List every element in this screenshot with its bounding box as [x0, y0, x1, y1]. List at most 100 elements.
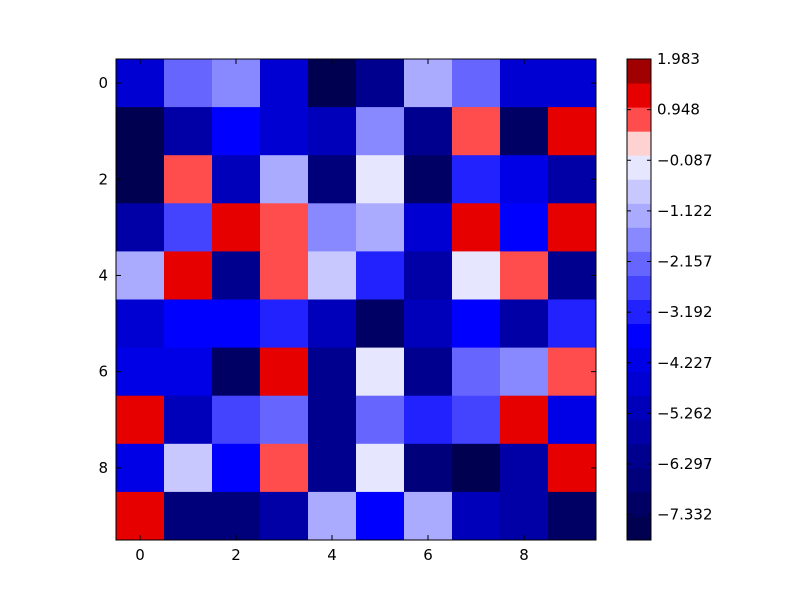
heatmap-cell [260, 347, 309, 397]
heatmap-cell [452, 59, 501, 108]
heatmap-cell [404, 59, 453, 108]
heatmap-cell [500, 443, 549, 493]
plot-frame [115, 58, 597, 541]
colorbar-band [627, 347, 651, 373]
x-tick-label: 4 [327, 546, 337, 564]
heatmap-cell [116, 395, 165, 445]
heatmap-cell [308, 59, 357, 108]
heatmap-cell [548, 251, 597, 300]
heatmap-cell [212, 443, 261, 493]
heatmap-cell [260, 491, 309, 541]
heatmap-cell [116, 491, 165, 541]
heatmap-cell [548, 203, 597, 252]
heatmap-cell [212, 347, 261, 397]
heatmap-cell [404, 251, 453, 300]
heatmap-cell [212, 107, 261, 156]
y-tick-label: 6 [98, 363, 108, 381]
x-tick-label: 6 [423, 546, 433, 564]
heatmap-cell [260, 299, 309, 349]
heatmap-cell [260, 395, 309, 445]
axis-ticks: 0 2 4 6 8 0 2 4 6 8 [98, 59, 596, 564]
heatmap-cell [116, 155, 165, 204]
heatmap-cell [356, 203, 405, 252]
heatmap-cell [500, 155, 549, 204]
heatmap-cell [548, 491, 597, 541]
heatmap-cell [356, 491, 405, 541]
heatmap-cell [356, 59, 405, 108]
heatmap-cell [308, 395, 357, 445]
heatmap-cell [404, 107, 453, 156]
heatmap-cell [404, 347, 453, 397]
heatmap-cell [500, 59, 549, 108]
heatmap-cell [164, 395, 213, 445]
colorbar-tick-label: −0.087 [657, 151, 713, 169]
heatmap-cell [452, 299, 501, 349]
heatmap-cell [308, 155, 357, 204]
heatmap-cell [260, 155, 309, 204]
heatmap-cell [308, 299, 357, 349]
heatmap-cell [308, 251, 357, 300]
heatmap-cell [500, 491, 549, 541]
colorbar-tick-label: −3.192 [657, 303, 713, 321]
heatmap-cell [116, 203, 165, 252]
heatmap-cell [452, 155, 501, 204]
heatmap-cell [404, 443, 453, 493]
heatmap-cell [212, 59, 261, 108]
heatmap-cell [116, 299, 165, 349]
heatmap-cell [500, 107, 549, 156]
heatmap-cell [116, 251, 165, 300]
heatmap-cell [548, 107, 597, 156]
heatmap-cells [116, 59, 597, 541]
colorbar-band [627, 275, 651, 300]
colorbar-band [627, 155, 651, 180]
x-tick-label: 0 [135, 546, 145, 564]
heatmap-cell [308, 491, 357, 541]
colorbar-tick-label: 1.983 [657, 50, 700, 68]
heatmap-cell [212, 395, 261, 445]
heatmap-cell [164, 155, 213, 204]
colorbar [627, 59, 651, 541]
colorbar-band [627, 515, 651, 541]
y-tick-label: 4 [98, 266, 108, 284]
heatmap-cell [404, 491, 453, 541]
colorbar-band [627, 131, 651, 156]
colorbar-ticks: 1.983 0.948 −0.087 −1.122 −2.157 −3.192 −4.227… [627, 50, 713, 524]
heatmap-cell [548, 155, 597, 204]
heatmap-cell [548, 443, 597, 493]
heatmap-cell [356, 299, 405, 349]
colorbar-band [627, 107, 651, 132]
heatmap-cell [356, 347, 405, 397]
heatmap-cell [260, 203, 309, 252]
heatmap-cell [260, 59, 309, 108]
heatmap-cell [164, 251, 213, 300]
heatmap-cell [260, 107, 309, 156]
heatmap-cell [212, 299, 261, 349]
heatmap-cell [452, 251, 501, 300]
heatmap-cell [452, 107, 501, 156]
heatmap-cell [452, 203, 501, 252]
colorbar-band [627, 179, 651, 204]
colorbar-band [627, 467, 651, 493]
heatmap-cell [356, 443, 405, 493]
heatmap-cell [164, 347, 213, 397]
heatmap-cell [356, 155, 405, 204]
heatmap-cell [164, 443, 213, 493]
heatmap-cell [500, 251, 549, 300]
heatmap-cell [404, 155, 453, 204]
colorbar-band [627, 83, 651, 108]
heatmap-cell [452, 443, 501, 493]
heatmap-cell [164, 299, 213, 349]
x-tick-label: 8 [519, 546, 529, 564]
colorbar-tick-label: −4.227 [657, 354, 713, 372]
y-tick-label: 0 [98, 74, 108, 92]
colorbar-band [627, 371, 651, 397]
heatmap-cell [356, 107, 405, 156]
heatmap-cell [308, 443, 357, 493]
colorbar-tick-label: −2.157 [657, 253, 713, 271]
heatmap-cell [116, 347, 165, 397]
heatmap-cell [356, 251, 405, 300]
x-tick-label: 2 [231, 546, 241, 564]
colorbar-tick-label: −5.262 [657, 404, 713, 422]
heatmap-cell [548, 299, 597, 349]
colorbar-band [627, 227, 651, 252]
